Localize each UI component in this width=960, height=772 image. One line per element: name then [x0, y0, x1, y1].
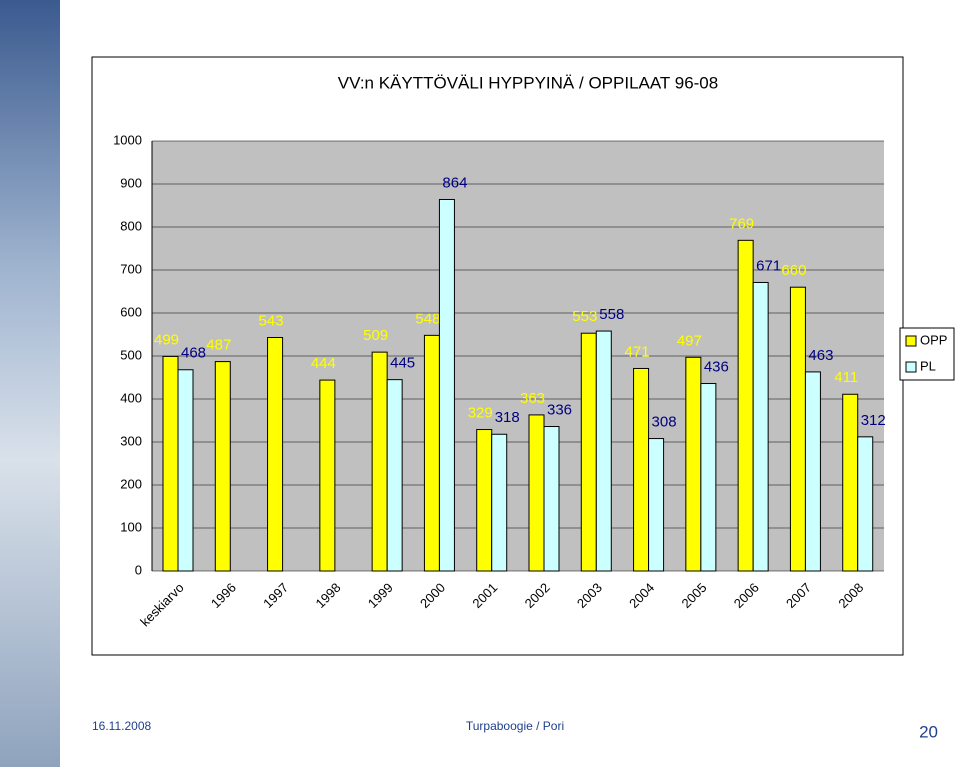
y-tick-label: 300 [120, 433, 142, 448]
side-image [0, 0, 60, 767]
bar [804, 371, 821, 572]
value-label: 411 [834, 369, 858, 386]
y-tick-label: 900 [120, 175, 142, 190]
page-number: 20 [919, 722, 938, 741]
value-label: 445 [390, 355, 415, 372]
bar [177, 369, 194, 572]
bar [438, 198, 455, 572]
legend-label: PL [920, 358, 936, 373]
bar [648, 438, 665, 572]
value-label: 769 [729, 215, 754, 232]
footer-source: Turpaboogie / Pori [466, 719, 564, 733]
value-label: 509 [363, 327, 388, 344]
y-tick-label: 100 [120, 519, 142, 534]
y-tick-label: 700 [120, 261, 142, 276]
y-tick-label: 0 [135, 562, 142, 577]
bar [214, 361, 231, 572]
bar [423, 334, 440, 572]
y-tick-label: 500 [120, 347, 142, 362]
value-label: 312 [861, 412, 886, 429]
bar [752, 281, 769, 572]
value-label: 336 [547, 401, 572, 418]
bar [386, 379, 403, 572]
value-label: 308 [652, 414, 677, 431]
legend-swatch [905, 335, 917, 347]
bar [476, 429, 493, 572]
bar [595, 330, 612, 572]
y-tick-label: 800 [120, 218, 142, 233]
bar [491, 433, 508, 572]
value-label: 471 [625, 343, 650, 360]
value-label: 487 [206, 337, 231, 354]
value-label: 329 [468, 404, 493, 421]
bar [700, 383, 717, 572]
chart: 0 100 200 300 400 500 600 700 800 900 1000 499 487 54… [113, 132, 955, 629]
y-tick-label: 1000 [113, 132, 142, 147]
value-label: 468 [181, 345, 206, 362]
y-tick-label: 600 [120, 304, 142, 319]
bar [842, 393, 859, 572]
bar [633, 367, 650, 572]
bar [528, 414, 545, 572]
bar [580, 332, 597, 572]
footer-date: 16.11.2008 [92, 719, 151, 733]
value-label: 543 [259, 312, 284, 329]
bar [371, 351, 388, 572]
bar [543, 426, 560, 572]
value-label: 548 [415, 310, 440, 327]
chart-title: VV:n KÄYTTÖVÄLI HYPPYINÄ / OPPILAAT 96-0… [338, 73, 718, 92]
value-label: 660 [781, 262, 806, 279]
value-label: 363 [520, 390, 545, 407]
value-label: 436 [704, 358, 729, 375]
y-tick-label: 200 [120, 476, 142, 491]
bar [267, 337, 284, 572]
y-tick-label: 400 [120, 390, 142, 405]
value-label: 671 [756, 257, 781, 274]
bar [789, 286, 806, 572]
bar [857, 436, 874, 572]
bar [685, 356, 702, 572]
legend-swatch [905, 361, 917, 373]
legend-label: OPP [920, 332, 947, 347]
bar [737, 239, 754, 572]
value-label: 463 [808, 347, 833, 364]
value-label: 864 [442, 174, 467, 191]
value-label: 553 [572, 308, 597, 325]
bar [162, 355, 179, 572]
bar [319, 379, 336, 572]
value-label: 444 [311, 355, 336, 372]
value-label: 497 [677, 332, 702, 349]
value-label: 499 [154, 331, 179, 348]
value-label: 318 [495, 409, 520, 426]
value-label: 558 [599, 306, 624, 323]
